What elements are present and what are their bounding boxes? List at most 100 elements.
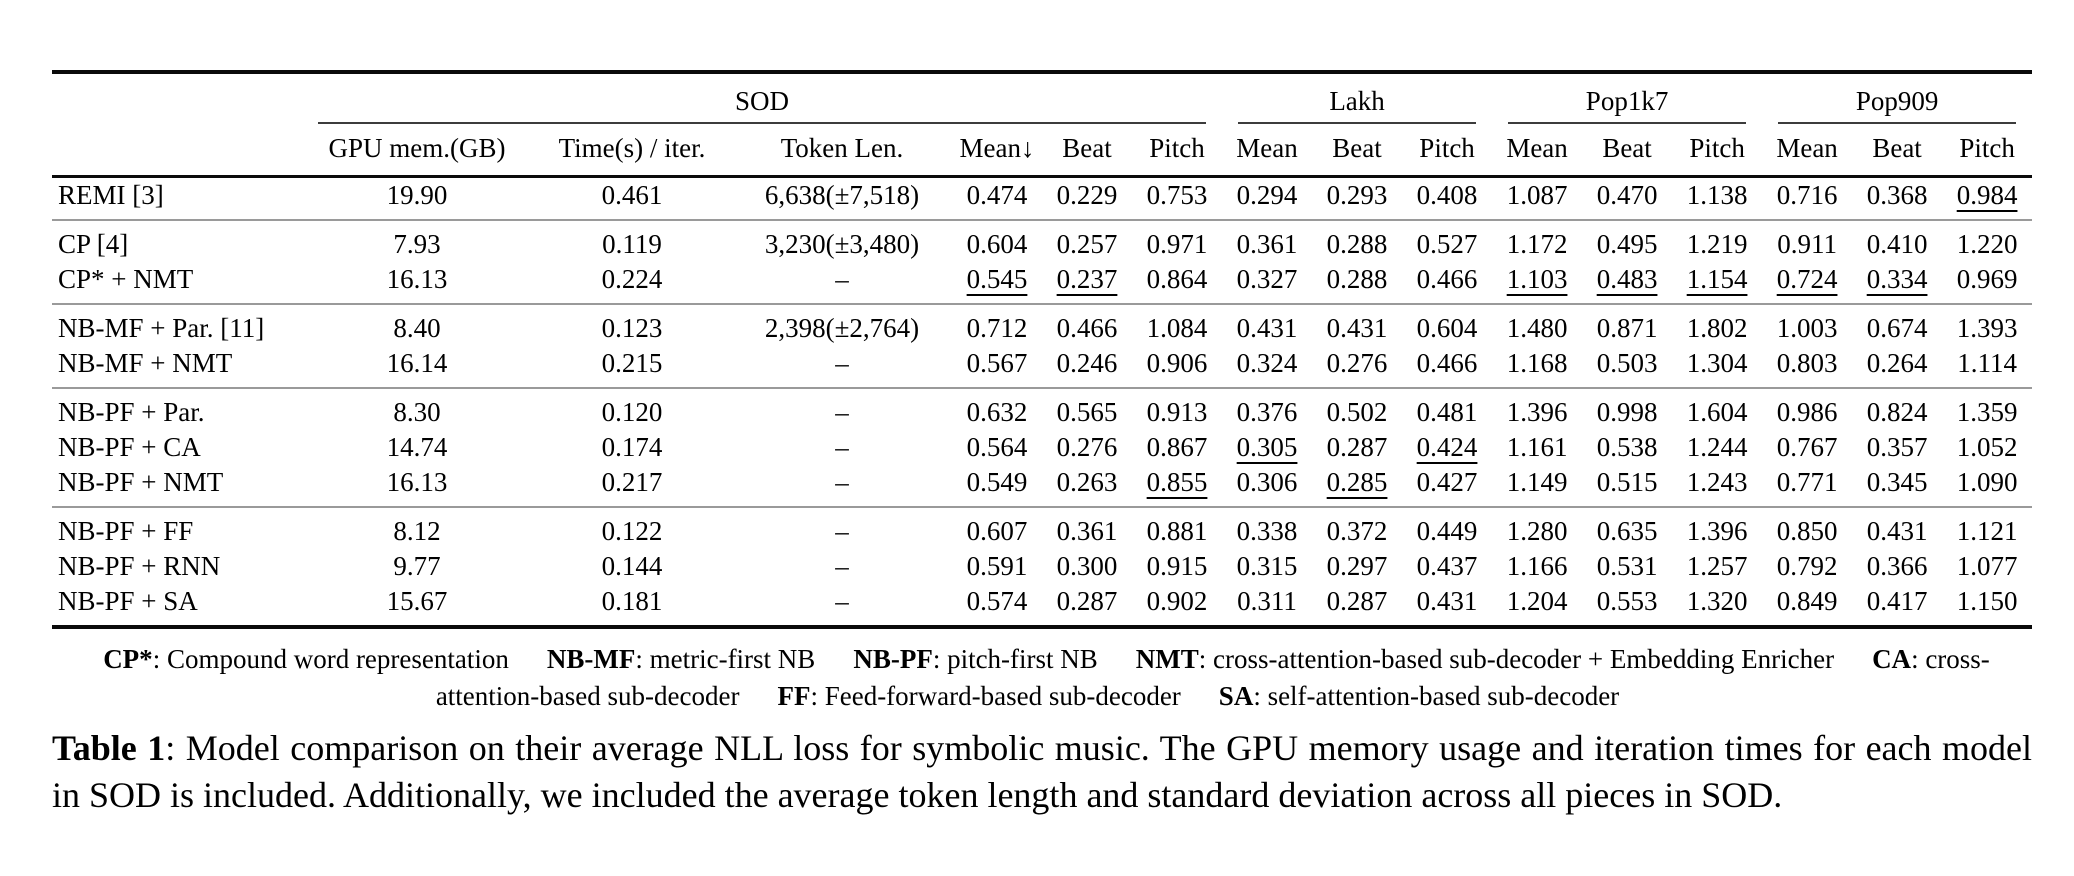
value-cell: 1.243 [1686,467,1748,497]
column-header: Mean [1492,124,1583,178]
value-cell: – [835,467,849,497]
table-row: NB-PF + Par. 8.30 0.120–0.632 0.565 0.913 0.3… [52,387,2033,430]
value-cell: 0.635 [1582,506,1673,549]
value-cell: 0.410 [1852,219,1943,262]
value-cell: 2,398(±2,764) [732,303,952,346]
value-cell: 1.244 [1686,432,1748,462]
value-cell: 0.217 [601,467,663,497]
value-cell: 14.74 [386,432,448,462]
value-cell: 0.855 [1146,467,1208,497]
value-cell: 1.149 [1506,467,1568,497]
value-cell: 0.902 [1146,586,1208,616]
footnote-item: CP*: Compound word representation [103,644,509,674]
value-cell: 8.12 [302,506,532,549]
value-cell: 1.087 [1506,180,1568,210]
value-cell: 0.502 [1312,387,1403,430]
value-cell: 0.264 [1866,348,1928,378]
value-cell: 1.320 [1686,586,1748,616]
model-name: NB-PF + FF [52,506,302,549]
value-cell: 0.549 [966,467,1028,497]
value-cell: 0.792 [1776,551,1838,581]
value-cell: 1.103 [1506,264,1568,294]
value-cell: 0.881 [1132,506,1223,549]
value-cell: 0.466 [1416,348,1478,378]
value-cell: – [835,432,849,462]
value-cell: 0.427 [1416,467,1478,497]
value-cell: 0.911 [1762,219,1853,262]
value-cell: 0.431 [1222,303,1313,346]
value-cell: 0.287 [1056,586,1118,616]
table-row: NB-PF + SA 15.67 0.181 – 0.574 0.287 0.902 0.31… [52,584,2032,627]
column-header: Token Len. [732,124,952,178]
value-cell: 1.150 [1956,586,2018,616]
value-cell: 0.850 [1762,506,1853,549]
footnote-term: CP* [103,644,153,674]
value-cell: – [835,348,849,378]
footnote-item: SA: self-attention-based sub-decoder [1218,681,1620,711]
value-cell: 0.357 [1866,432,1928,462]
value-cell: 16.14 [386,348,448,378]
value-cell: 1.396 [1492,387,1583,430]
value-cell: 0.276 [1056,432,1118,462]
table-row: NB-MF + Par. [11] 8.40 0.123 2,398(±2,764) 0… [52,303,2033,346]
group-header-lakh: Lakh [1222,72,1492,124]
value-cell: 0.424 [1416,432,1478,462]
value-cell: 0.324 [1236,348,1298,378]
column-header: Pitch [1402,124,1493,178]
value-cell: – [835,264,849,294]
value-cell: 1.077 [1956,551,2018,581]
caption-label: Table 1 [52,728,166,768]
value-cell: 0.553 [1596,586,1658,616]
value-cell: – [732,387,952,430]
footnote-term: NMT [1135,644,1199,674]
value-cell: 0.474 [966,180,1028,210]
value-cell: 0.864 [1146,264,1208,294]
value-cell: 0.495 [1582,219,1673,262]
value-cell: 0.574 [966,586,1028,616]
group-header-pop1k7: Pop1k7 [1492,72,1762,124]
value-cell: 0.803 [1776,348,1838,378]
value-cell: 0.237 [1056,264,1118,294]
group-label-pop1k7: Pop1k7 [1508,86,1747,124]
value-cell: 0.276 [1326,348,1388,378]
value-cell: 0.503 [1596,348,1658,378]
value-cell: 0.466 [1416,264,1478,294]
value-cell: 1.802 [1672,303,1763,346]
value-cell: 0.300 [1056,551,1118,581]
value-cell: 0.144 [601,551,663,581]
value-cell: 19.90 [386,180,448,210]
value-cell: 1.161 [1506,432,1568,462]
model-name: NB-PF + NMT [58,467,224,497]
value-cell: 3,230(±3,480) [732,219,952,262]
value-cell: 0.591 [966,551,1028,581]
column-header: Pitch [1942,124,2033,178]
value-cell: – [732,506,952,549]
value-cell: 0.607 [952,506,1042,549]
column-header: Mean↓ [952,124,1042,178]
value-cell: 1.204 [1506,586,1568,616]
group-label-lakh: Lakh [1238,86,1477,124]
value-cell: 9.77 [393,551,441,581]
results-table-body: REMI [3] 19.90 0.461 6,638(±7,518) 0.474 0.22… [52,177,2033,628]
value-cell: 0.297 [1326,551,1388,581]
value-cell: 1.257 [1686,551,1748,581]
table-row: REMI [3] 19.90 0.461 6,638(±7,518) 0.474 0.22… [52,177,2032,221]
table-row: CP* + NMT 16.13 0.224 – 0.545 0.237 0.864 0.327… [52,262,2032,304]
column-header: Pitch [1672,124,1763,178]
table-row: NB-MF + NMT 16.14 0.215 – 0.567 0.246 0.906 0.3… [52,346,2032,388]
column-header: Beat [1582,124,1673,178]
column-header-model [52,124,302,178]
value-cell: – [835,551,849,581]
value-cell: 0.767 [1776,432,1838,462]
value-cell: 8.40 [302,303,532,346]
value-cell: 0.361 [1042,506,1132,549]
value-cell: 0.119 [532,219,732,262]
value-cell: 0.913 [1132,387,1223,430]
table-row: NB-PF + FF 8.12 0.122–0.607 0.361 0.881 0.338… [52,506,2033,549]
model-name: NB-PF + Par. [52,387,302,430]
value-cell: 0.305 [1236,432,1298,462]
value-cell: 7.93 [302,219,532,262]
value-cell: 1.114 [1957,348,2017,378]
model-name: NB-PF + RNN [58,551,221,581]
